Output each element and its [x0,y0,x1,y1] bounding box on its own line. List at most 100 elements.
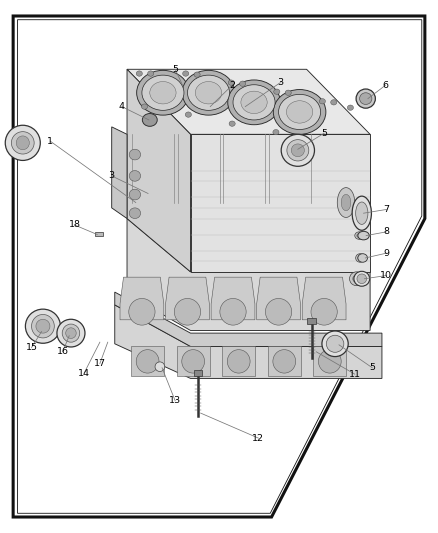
Text: 12: 12 [252,434,265,442]
Ellipse shape [281,134,314,166]
Ellipse shape [66,328,76,338]
Polygon shape [13,16,425,517]
Ellipse shape [227,350,250,373]
Ellipse shape [279,94,321,130]
Text: 1: 1 [47,137,53,146]
Polygon shape [112,127,127,219]
Polygon shape [131,346,164,376]
Text: 4: 4 [119,102,125,111]
Polygon shape [127,219,370,330]
Ellipse shape [36,319,50,333]
Polygon shape [302,277,346,320]
Ellipse shape [357,233,361,238]
Polygon shape [211,277,255,320]
Ellipse shape [136,350,159,373]
Ellipse shape [311,298,337,325]
Ellipse shape [356,254,364,262]
Ellipse shape [142,114,157,126]
Ellipse shape [240,81,246,86]
Bar [194,370,202,376]
Ellipse shape [142,75,184,110]
Ellipse shape [357,256,362,260]
Ellipse shape [129,171,141,181]
Ellipse shape [356,202,368,224]
Ellipse shape [287,140,309,161]
Ellipse shape [57,319,85,347]
Polygon shape [313,346,346,376]
Ellipse shape [194,72,200,77]
Ellipse shape [318,350,341,373]
Ellipse shape [350,272,364,286]
Ellipse shape [150,82,176,104]
Ellipse shape [360,93,372,104]
Ellipse shape [356,89,375,108]
Ellipse shape [233,85,275,120]
Ellipse shape [337,188,355,217]
Ellipse shape [25,309,60,343]
Ellipse shape [129,298,155,325]
Ellipse shape [32,314,54,338]
Ellipse shape [358,254,367,262]
Ellipse shape [273,350,296,373]
Ellipse shape [353,275,360,282]
Ellipse shape [136,71,142,76]
Text: 8: 8 [383,228,389,236]
Text: 5: 5 [321,129,327,138]
Ellipse shape [274,89,280,94]
Ellipse shape [347,105,353,110]
Text: 5: 5 [369,364,375,372]
Polygon shape [222,346,255,376]
Polygon shape [127,69,191,272]
Ellipse shape [129,189,141,200]
Text: 17: 17 [94,359,106,368]
Text: 3: 3 [277,78,283,87]
Ellipse shape [229,121,235,126]
Ellipse shape [331,100,337,105]
Ellipse shape [265,298,292,325]
Ellipse shape [187,75,230,110]
Ellipse shape [273,130,279,135]
Ellipse shape [352,196,371,230]
Text: 13: 13 [169,397,181,405]
Polygon shape [127,69,370,134]
Text: 18: 18 [68,221,81,229]
Bar [307,318,316,324]
Ellipse shape [286,101,313,123]
Polygon shape [115,292,382,346]
Ellipse shape [319,99,325,104]
Ellipse shape [137,70,189,115]
Text: 7: 7 [383,205,389,214]
Polygon shape [268,346,301,376]
Text: 11: 11 [349,370,361,378]
Polygon shape [177,346,210,376]
Ellipse shape [322,331,348,357]
Ellipse shape [285,90,291,95]
Text: 14: 14 [78,369,90,377]
Text: 10: 10 [380,271,392,280]
Ellipse shape [183,71,189,76]
Polygon shape [115,305,382,378]
Ellipse shape [358,231,369,240]
Text: 5: 5 [172,65,178,74]
Ellipse shape [129,149,141,160]
Text: 6: 6 [382,81,389,90]
Ellipse shape [326,335,344,352]
Polygon shape [191,134,370,272]
Ellipse shape [174,298,201,325]
Ellipse shape [220,298,246,325]
Ellipse shape [62,324,80,342]
Ellipse shape [11,132,34,154]
Ellipse shape [228,80,280,125]
Text: 2: 2 [229,81,235,90]
Ellipse shape [291,144,304,157]
Ellipse shape [273,90,326,134]
Ellipse shape [155,362,165,372]
Ellipse shape [228,80,234,85]
Ellipse shape [5,125,40,160]
Ellipse shape [354,271,370,286]
Ellipse shape [148,71,154,76]
Ellipse shape [341,195,351,211]
Ellipse shape [182,70,235,115]
Text: 9: 9 [383,249,389,257]
Text: 16: 16 [57,348,69,356]
